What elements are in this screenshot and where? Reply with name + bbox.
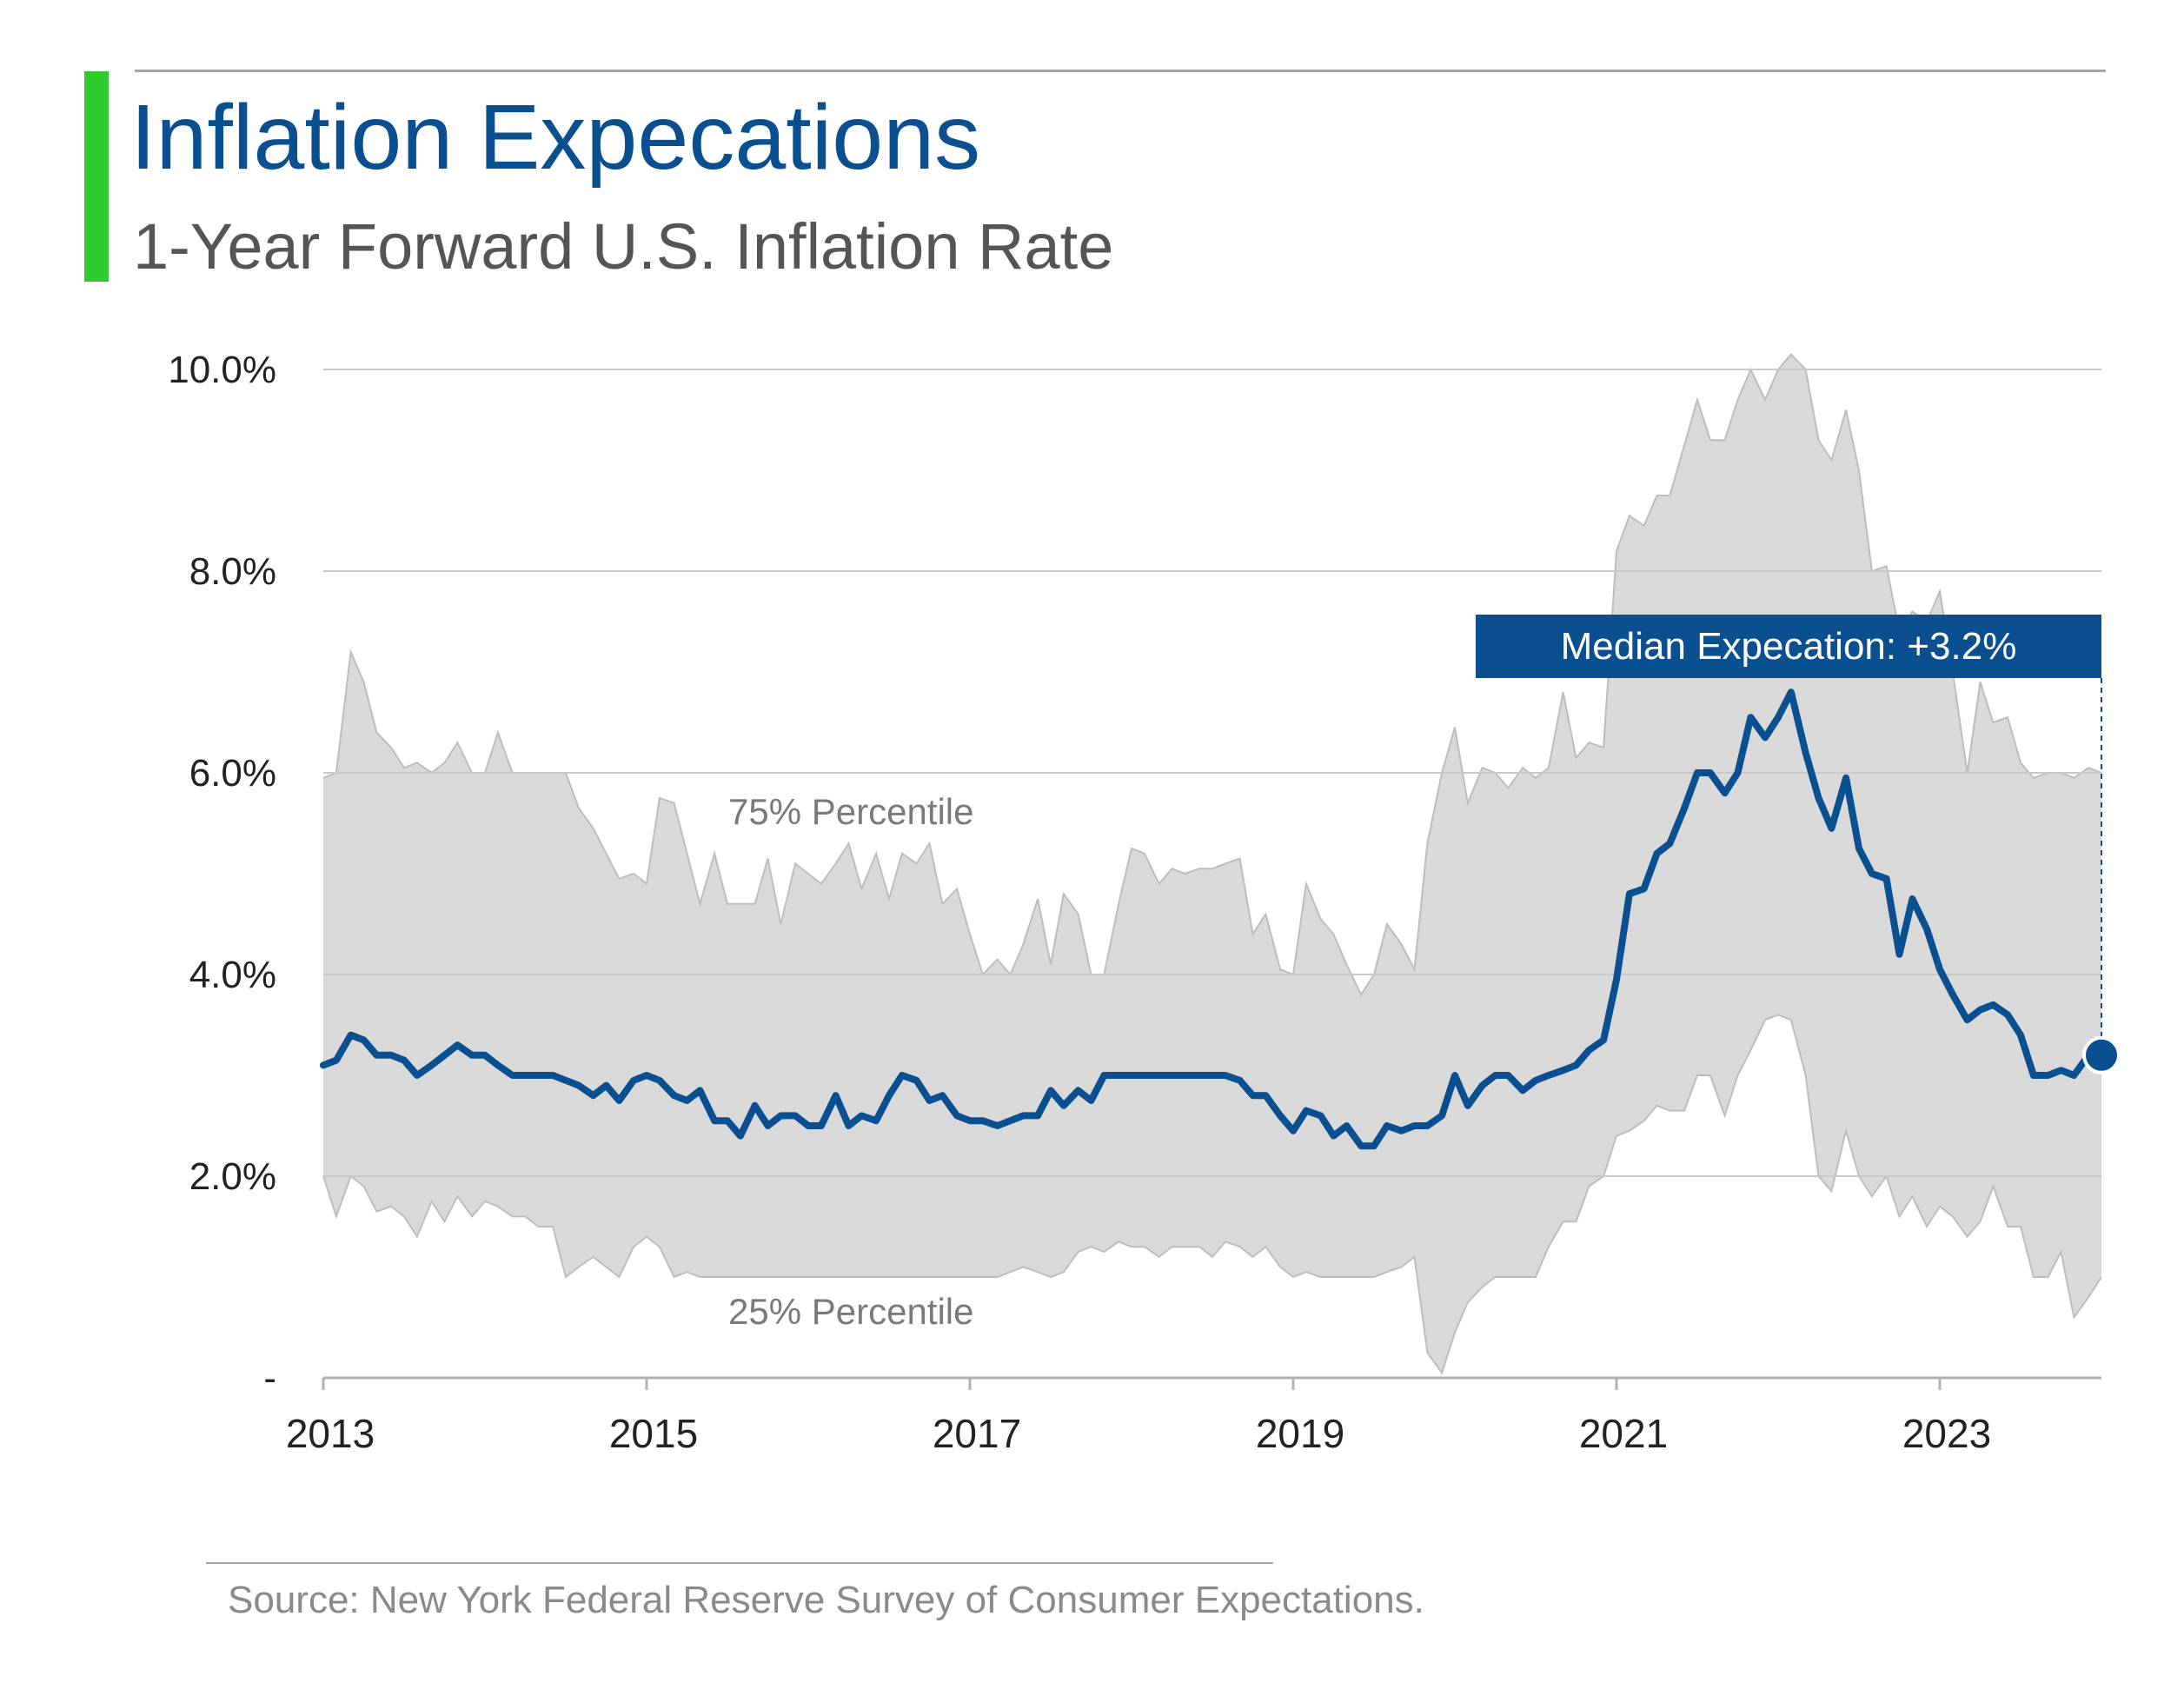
upper-percentile-label: 75% Percentile xyxy=(728,791,974,832)
chart-title: Inflation Expecations xyxy=(130,86,981,189)
lower-percentile-edge xyxy=(322,1014,2102,1375)
y-tick-label: 10.0% xyxy=(168,349,276,391)
chart-subtitle: 1-Year Forward U.S. Inflation Rate xyxy=(133,210,1114,283)
x-tick-label: 2013 xyxy=(286,1411,375,1456)
source-note: Source: New York Federal Reserve Survey … xyxy=(228,1579,1424,1621)
x-tick-label: 2019 xyxy=(1256,1411,1344,1456)
y-tick-label: - xyxy=(263,1357,276,1400)
median-line xyxy=(320,688,2105,1150)
lower-percentile-label: 25% Percentile xyxy=(728,1291,974,1332)
upper-percentile-edge xyxy=(322,353,2102,997)
percentile-band xyxy=(323,354,2101,1374)
y-tick-label: 4.0% xyxy=(189,954,276,996)
source-rule xyxy=(206,1562,1273,1564)
y-tick-label: 6.0% xyxy=(189,752,276,795)
top-rule xyxy=(135,70,2106,72)
annotation-label: Median Expecation: +3.2% xyxy=(1561,625,2017,668)
x-tick-label: 2017 xyxy=(933,1411,1021,1456)
accent-bar xyxy=(84,71,109,282)
latest-value-marker xyxy=(2082,1035,2121,1074)
y-tick-label: 8.0% xyxy=(189,550,276,593)
x-tick-label: 2015 xyxy=(609,1411,698,1456)
x-tick-label: 2023 xyxy=(1902,1411,1991,1456)
x-tick-label: 2021 xyxy=(1579,1411,1668,1456)
annotation-box xyxy=(1476,615,2101,678)
y-tick-label: 2.0% xyxy=(189,1155,276,1198)
